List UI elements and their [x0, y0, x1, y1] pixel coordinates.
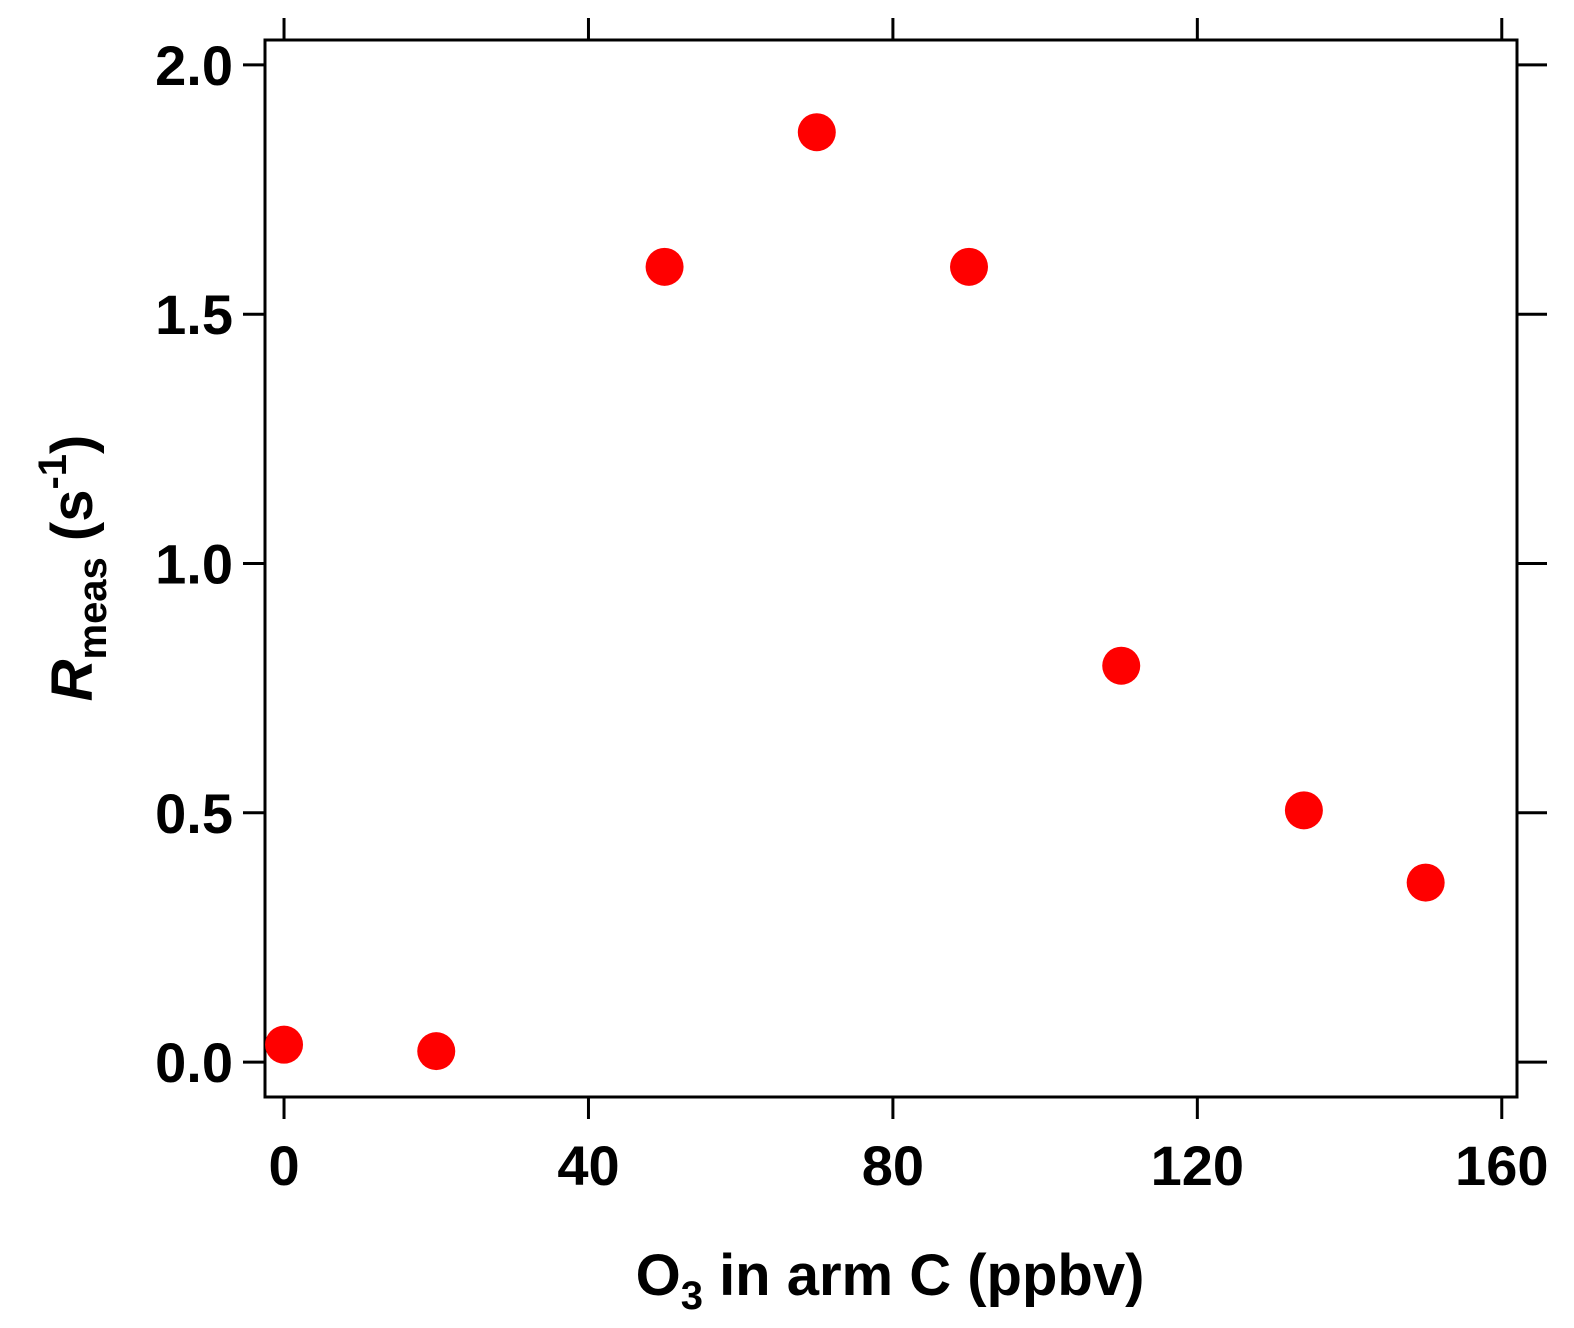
plot-frame	[263, 38, 1519, 1099]
y-axis-title-main: R	[40, 659, 105, 701]
y-axis-title-superscript: -1	[31, 454, 75, 490]
x-tick-label: 40	[557, 1134, 619, 1197]
x-axis-title: O3 in arm C (ppbv)	[636, 1243, 1145, 1318]
data-point	[1284, 791, 1323, 830]
data-point	[645, 247, 684, 286]
y-tick-label: 0.0	[155, 1031, 233, 1094]
data-point	[950, 247, 989, 286]
y-tick-label: 0.5	[155, 782, 233, 845]
y-tick-label: 2.0	[155, 34, 233, 97]
data-point	[265, 1025, 304, 1064]
x-axis-title-subscript: 3	[681, 1274, 703, 1318]
data-point	[1406, 863, 1445, 902]
y-axis-title-subscript: meas	[71, 557, 115, 659]
y-tick-label: 1.5	[155, 283, 233, 346]
y-tick-label: 1.0	[155, 533, 233, 596]
y-axis-ticks	[243, 63, 1547, 1064]
y-axis-title-rest-after: )	[40, 435, 105, 454]
data-point	[1102, 646, 1141, 685]
x-axis-ticks	[282, 18, 1504, 1119]
x-axis-title-rest: in arm C (ppbv)	[703, 1243, 1144, 1308]
x-tick-label: 80	[862, 1134, 924, 1197]
data-point	[797, 113, 836, 152]
data-points	[265, 113, 1445, 1071]
y-axis-title: Rmeas (s-1)	[31, 435, 115, 702]
x-axis-title-main: O	[636, 1243, 681, 1308]
x-tick-label: 120	[1151, 1134, 1244, 1197]
data-point	[417, 1032, 456, 1071]
y-axis-tick-labels: 0.0 0.5 1.0 1.5 2.0	[155, 34, 233, 1094]
x-tick-label: 0	[268, 1134, 299, 1197]
x-tick-label: 160	[1455, 1134, 1548, 1197]
x-axis-tick-labels: 0 40 80 120 160	[268, 1134, 1548, 1197]
y-axis-title-rest-before: (s	[40, 490, 105, 558]
